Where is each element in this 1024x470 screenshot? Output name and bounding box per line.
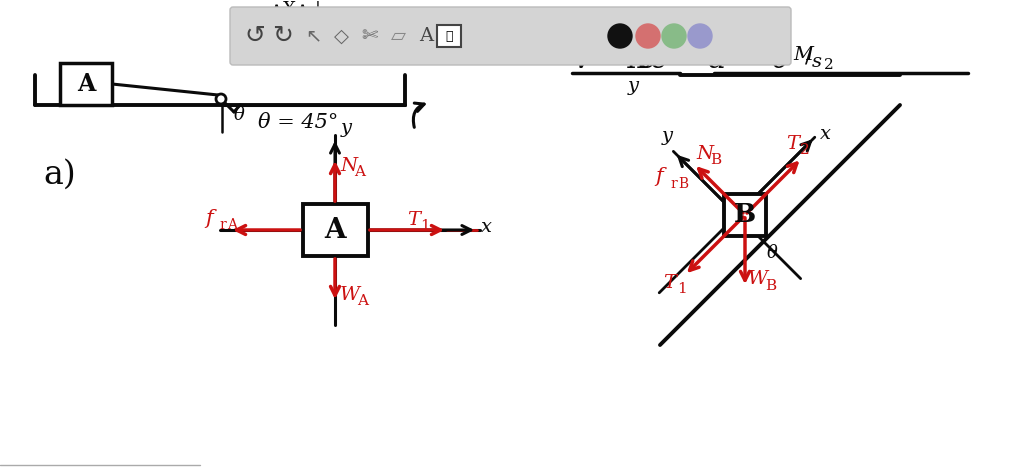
Text: s: s (812, 53, 822, 71)
Text: y: y (341, 119, 352, 137)
Text: te: te (638, 45, 669, 76)
Text: ◇: ◇ (334, 26, 348, 46)
Bar (60, 63, 112, 105)
Text: θ: θ (234, 106, 245, 124)
Text: y: y (628, 77, 639, 95)
Text: W: W (340, 286, 360, 304)
Text: B: B (710, 153, 721, 167)
Text: ∧X∧ |: ∧X∧ | (270, 0, 321, 19)
Text: f: f (205, 209, 213, 227)
Text: ▱: ▱ (390, 26, 406, 46)
Circle shape (216, 94, 226, 104)
Circle shape (608, 24, 632, 48)
Text: ↖: ↖ (305, 26, 322, 46)
Text: A: A (325, 217, 346, 243)
Text: θ: θ (767, 244, 778, 262)
Text: x: x (820, 125, 830, 143)
Text: M: M (793, 46, 813, 64)
Text: ↻: ↻ (272, 24, 294, 48)
Text: 1: 1 (420, 219, 430, 233)
FancyBboxPatch shape (437, 25, 461, 47)
Text: T: T (786, 135, 800, 153)
Text: T: T (407, 211, 420, 229)
Text: A: A (227, 218, 237, 232)
Text: B: B (765, 279, 776, 293)
Circle shape (636, 24, 660, 48)
Text: 1: 1 (677, 282, 687, 296)
Text: B: B (734, 203, 756, 227)
Text: f: f (655, 167, 663, 187)
Text: θ = 45°: θ = 45° (258, 112, 338, 132)
Text: A: A (77, 72, 95, 96)
Text: /: / (805, 44, 812, 66)
Text: A: A (354, 165, 365, 179)
Text: W: W (748, 270, 768, 288)
Text: 2: 2 (824, 58, 834, 72)
Circle shape (662, 24, 686, 48)
Text: B: B (678, 177, 688, 191)
Text: ⇒ a = 0: ⇒ a = 0 (663, 45, 791, 76)
Text: x: x (481, 218, 492, 236)
Text: ñ: ñ (626, 45, 646, 76)
Text: ✄: ✄ (361, 26, 378, 46)
Text: N: N (340, 157, 357, 175)
Text: A: A (419, 27, 433, 45)
Text: y: y (662, 127, 673, 145)
Text: a): a) (43, 159, 76, 191)
Circle shape (688, 24, 712, 48)
Text: ↺: ↺ (245, 24, 265, 48)
Text: 🖼: 🖼 (445, 30, 453, 42)
Bar (303, 204, 368, 256)
Bar (724, 194, 766, 236)
Text: A: A (357, 294, 368, 308)
Text: N: N (696, 145, 713, 163)
FancyBboxPatch shape (230, 7, 791, 65)
Text: T: T (663, 274, 676, 292)
Text: r: r (670, 177, 677, 191)
Text: r: r (219, 218, 225, 232)
Text: V = c: V = c (572, 45, 656, 76)
Text: 2: 2 (800, 143, 809, 157)
